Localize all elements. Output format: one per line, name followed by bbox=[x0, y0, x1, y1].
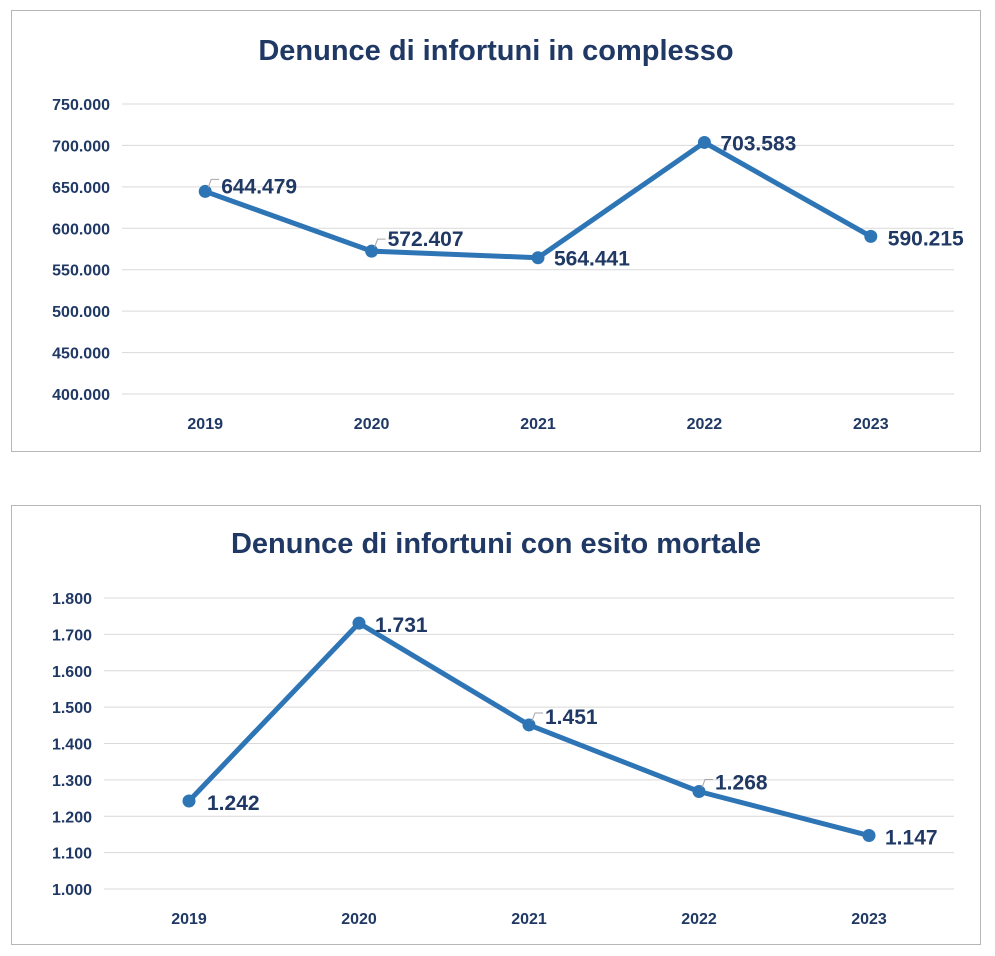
x-tick-label: 2019 bbox=[187, 416, 223, 433]
y-tick-label: 1.800 bbox=[52, 591, 92, 608]
y-tick-label: 750.000 bbox=[52, 97, 110, 114]
data-label: 1.242 bbox=[207, 792, 260, 815]
y-tick-label: 1.500 bbox=[52, 700, 92, 717]
y-tick-label: 1.200 bbox=[52, 809, 92, 826]
leader-line bbox=[207, 178, 220, 188]
data-label: 564.441 bbox=[554, 248, 630, 271]
y-tick-label: 650.000 bbox=[52, 180, 110, 197]
y-tick-label: 400.000 bbox=[52, 387, 110, 404]
data-label: 572.407 bbox=[388, 228, 464, 251]
data-point bbox=[182, 794, 196, 808]
x-tick-label: 2019 bbox=[171, 911, 207, 928]
data-point bbox=[864, 229, 878, 243]
data-label: 1.451 bbox=[545, 706, 598, 729]
data-point bbox=[522, 718, 536, 732]
data-label: 1.147 bbox=[885, 827, 938, 850]
data-label: 1.268 bbox=[715, 772, 768, 795]
chart-title: Denunce di infortuni con esito mortale bbox=[230, 528, 762, 560]
data-label: 590.215 bbox=[888, 227, 964, 250]
y-tick-label: 450.000 bbox=[52, 346, 110, 363]
leader-line bbox=[701, 779, 713, 788]
line-chart-fatal: 1.000 1.100 1.200 1.300 1.400 1.500 1.600 1.700… bbox=[52, 591, 954, 928]
data-point bbox=[352, 616, 366, 630]
x-tick-label: 2021 bbox=[520, 416, 556, 433]
x-tick-label: 2023 bbox=[853, 416, 889, 433]
line-chart-total: 400.000 450.000 500.000 550.000 600.000 650.0… bbox=[52, 97, 964, 433]
chart-title: Denunce di infortuni in complesso bbox=[258, 35, 734, 67]
series-line bbox=[202, 139, 874, 261]
x-tick-label: 2023 bbox=[851, 911, 887, 928]
y-tick-label: 600.000 bbox=[52, 221, 110, 238]
data-label: 1.731 bbox=[375, 614, 428, 637]
chart-panel-total: Denunce di infortuni in complesso 400.00… bbox=[11, 10, 981, 452]
leader-line bbox=[374, 238, 386, 248]
data-label: 644.479 bbox=[221, 175, 297, 198]
x-tick-label: 2022 bbox=[687, 416, 723, 433]
chart-panel-fatal: Denunce di infortuni con esito mortale 1… bbox=[11, 505, 981, 945]
data-point bbox=[697, 135, 711, 149]
data-point bbox=[198, 184, 212, 198]
x-tick-label: 2021 bbox=[511, 911, 547, 928]
y-tick-label: 1.400 bbox=[52, 737, 92, 754]
y-tick-label: 1.600 bbox=[52, 664, 92, 681]
data-point bbox=[692, 785, 706, 799]
x-tick-label: 2022 bbox=[681, 911, 717, 928]
y-tick-label: 1.000 bbox=[52, 882, 92, 899]
x-tick-label: 2020 bbox=[341, 911, 377, 928]
x-tick-label: 2020 bbox=[354, 416, 390, 433]
data-point bbox=[365, 244, 379, 258]
data-point bbox=[531, 251, 545, 265]
y-tick-label: 550.000 bbox=[52, 263, 110, 280]
data-point bbox=[862, 829, 876, 843]
y-tick-label: 1.100 bbox=[52, 846, 92, 863]
y-tick-label: 1.700 bbox=[52, 627, 92, 644]
leader-line bbox=[531, 712, 543, 722]
y-tick-label: 1.300 bbox=[52, 773, 92, 790]
y-tick-label: 700.000 bbox=[52, 138, 110, 155]
data-label: 703.583 bbox=[720, 132, 796, 155]
y-tick-label: 500.000 bbox=[52, 304, 110, 321]
